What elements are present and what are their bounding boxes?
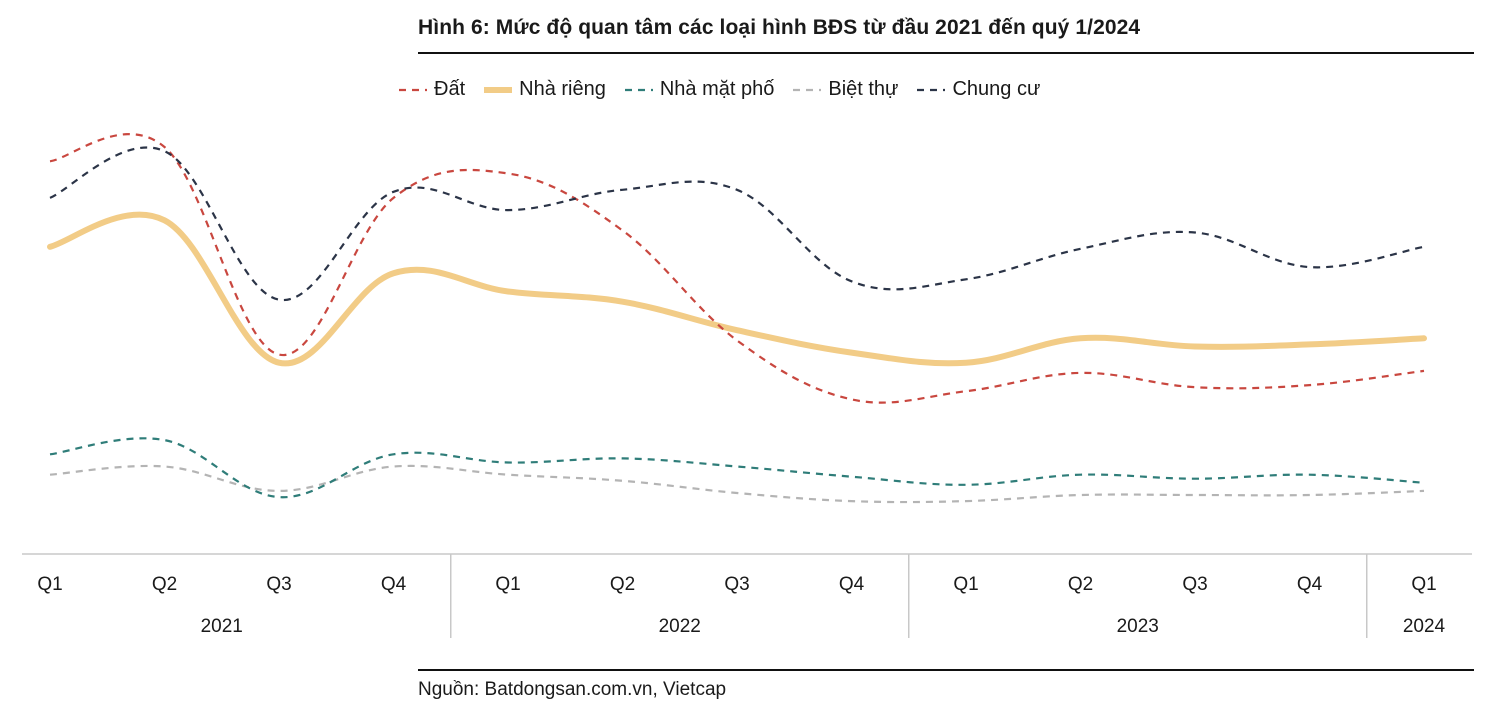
source-note: Nguồn: Batdongsan.com.vn, Vietcap — [418, 679, 727, 700]
x-tick-label: Q3 — [1182, 574, 1207, 595]
series-line-dat — [49, 133, 1425, 404]
series-line-biet_thu — [49, 464, 1425, 504]
title-divider — [418, 52, 1474, 54]
x-tick-label: Q3 — [266, 574, 291, 595]
legend-swatch-nha-mat-pho — [624, 88, 653, 91]
chart-title: Hình 6: Mức độ quan tâm các loại hình BĐ… — [418, 16, 1141, 39]
year-label: 2024 — [1403, 616, 1446, 637]
legend-label-nha-mat-pho: Nhà mặt phố — [659, 78, 775, 100]
x-tick-label: Q3 — [724, 574, 749, 595]
x-tick-label: Q4 — [839, 574, 865, 595]
legend-label-nha-rieng: Nhà riêng — [519, 78, 606, 100]
legend-label-dat: Đất — [434, 78, 466, 100]
x-tick-label: Q2 — [1068, 574, 1093, 595]
legend-label-biet-thu: Biệt thự — [828, 78, 899, 100]
source-divider — [418, 669, 1474, 671]
x-tick-label: Q1 — [495, 574, 520, 595]
legend-item-nha-mat-pho: Nhà mặt phố — [624, 78, 775, 101]
year-label: 2022 — [659, 616, 701, 637]
x-tick-label: Q4 — [1297, 574, 1323, 595]
x-tick-label: Q1 — [953, 574, 978, 595]
legend-item-chung-cu: Chung cư — [916, 78, 1040, 101]
x-tick-label: Q4 — [381, 574, 407, 595]
legend-item-biet-thu: Biệt thự — [792, 78, 898, 101]
legend-item-nha-rieng: Nhà riêng — [483, 78, 606, 101]
x-tick-label: Q2 — [610, 574, 635, 595]
legend-item-dat: Đất — [398, 78, 465, 101]
legend: Đất Nhà riêng Nhà mặt phố Biệt thự Chung… — [398, 78, 1058, 101]
legend-swatch-dat — [399, 88, 427, 91]
legend-swatch-biet-thu — [793, 88, 822, 91]
x-tick-label: Q2 — [152, 574, 177, 595]
series-line-nha_mat_pho — [49, 437, 1425, 499]
year-label: 2023 — [1117, 616, 1159, 637]
year-label: 2021 — [201, 616, 243, 637]
legend-swatch-chung-cu — [917, 88, 946, 91]
series-line-nha_rieng — [47, 211, 1427, 367]
legend-label-chung-cu: Chung cư — [952, 78, 1041, 100]
x-tick-label: Q1 — [1411, 574, 1436, 595]
legend-swatch-nha-rieng — [484, 86, 513, 93]
x-tick-label: Q1 — [37, 574, 62, 595]
series-line-chung_cu — [49, 146, 1425, 301]
